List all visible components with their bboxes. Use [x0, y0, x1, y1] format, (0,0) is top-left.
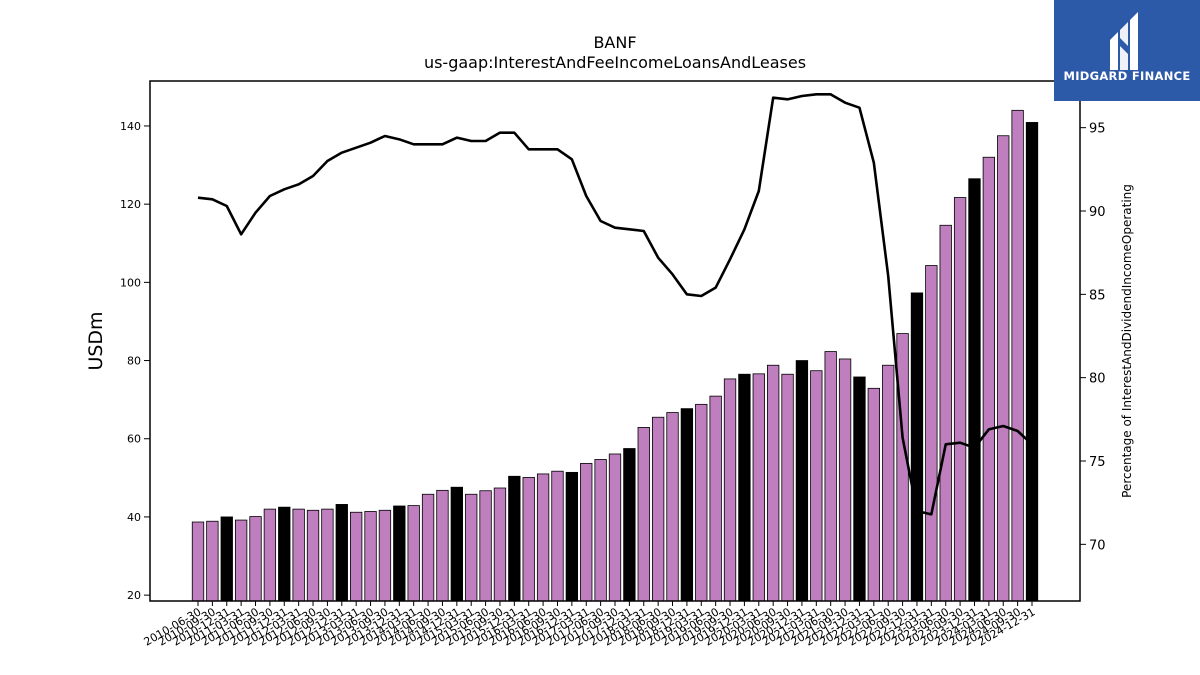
bar-2022-03-31 — [867, 387, 880, 602]
chart-title: BANF — [593, 33, 636, 52]
x-axis: 2010-06-302010-09-302010-12-312011-03-31… — [142, 601, 1038, 649]
bar-2016-09-30 — [551, 470, 564, 602]
bar-2023-06-30 — [939, 224, 952, 602]
bar-2012-12-31 — [335, 504, 348, 602]
bar-2012-09-30 — [321, 508, 334, 602]
bar-2015-03-31 — [465, 493, 478, 602]
right-tick-label: 80 — [1089, 372, 1106, 387]
bar-2019-12-31 — [738, 373, 751, 602]
left-tick-label: 100 — [120, 276, 141, 289]
bar-2022-06-30 — [882, 364, 895, 602]
bar-2012-03-31 — [292, 508, 305, 602]
bar-2017-06-30 — [594, 459, 607, 602]
bar-2020-03-31 — [752, 373, 765, 602]
bar-2013-06-30 — [364, 511, 377, 602]
bar-2023-09-30 — [953, 197, 967, 602]
bar-2012-06-30 — [306, 509, 320, 602]
y2-axis-label: Percentage of InterestAndDividendIncomeO… — [1120, 184, 1134, 498]
bar-2013-09-30 — [378, 509, 392, 602]
percentage-line — [197, 93, 1033, 516]
bar-2023-12-31 — [968, 178, 981, 602]
bar-2014-09-30 — [436, 489, 449, 602]
bar-2015-09-30 — [493, 487, 507, 602]
bar-2011-03-31 — [234, 519, 248, 602]
left-tick-label: 80 — [127, 355, 141, 368]
bar-2021-03-31 — [810, 370, 823, 602]
bar-2016-06-30 — [536, 473, 550, 602]
bar-2014-12-31 — [450, 486, 463, 602]
bar-2020-09-30 — [781, 373, 794, 602]
chart-subtitle: us-gaap:InterestAndFeeIncomeLoansAndLeas… — [424, 53, 806, 72]
bar-2019-09-30 — [723, 378, 737, 602]
right-tick-label: 70 — [1089, 538, 1106, 553]
bar-2021-09-30 — [838, 358, 852, 602]
bar-2024-12-31 — [1025, 122, 1039, 602]
logo-text: MIDGARD FINANCE — [1063, 69, 1191, 83]
bar-2011-12-31 — [278, 506, 291, 602]
right-tick-label: 95 — [1089, 122, 1106, 137]
left-tick-label: 140 — [120, 120, 141, 133]
left-tick-label: 120 — [120, 198, 141, 211]
bar-2023-03-31 — [925, 265, 938, 602]
bar-2020-06-30 — [767, 364, 780, 602]
bar-2014-03-31 — [407, 505, 420, 602]
bar-2017-03-31 — [580, 462, 593, 602]
bar-2024-03-31 — [982, 156, 996, 602]
right-tick-label: 90 — [1089, 205, 1106, 220]
bar-2010-06-30 — [191, 521, 205, 602]
bar-2022-09-30 — [896, 333, 909, 602]
bar-2014-06-30 — [421, 493, 435, 602]
bar-2010-12-31 — [220, 516, 233, 602]
midgard-logo-icon — [1110, 12, 1138, 70]
right-tick-label: 85 — [1089, 288, 1106, 303]
left-axis: 20 40 60 80 100 120 140 — [120, 120, 150, 602]
bar-2019-06-30 — [709, 395, 722, 602]
bar-series — [191, 109, 1039, 602]
bar-2013-03-31 — [350, 511, 363, 602]
bar-2019-03-31 — [695, 403, 708, 602]
bar-2018-06-30 — [651, 416, 665, 602]
bar-2018-09-30 — [666, 412, 679, 602]
bar-2010-09-30 — [206, 520, 219, 602]
right-axis: 70 75 80 85 90 95 — [1080, 122, 1106, 553]
bar-2017-09-30 — [608, 453, 622, 602]
bar-2011-09-30 — [263, 508, 277, 602]
bar-2021-06-30 — [824, 351, 837, 602]
logo: MIDGARD FINANCE — [1054, 0, 1200, 101]
left-tick-label: 60 — [127, 433, 141, 446]
bar-2016-12-31 — [565, 471, 579, 602]
bar-2018-12-31 — [680, 408, 694, 602]
bar-2022-12-31 — [910, 292, 924, 602]
bar-2024-06-30 — [997, 135, 1010, 602]
bar-2013-12-31 — [393, 505, 406, 602]
left-tick-label: 40 — [127, 511, 141, 524]
right-tick-label: 75 — [1089, 455, 1106, 470]
y-axis-label: USDm — [85, 311, 107, 370]
bar-2015-12-31 — [508, 475, 521, 602]
bar-2011-06-30 — [249, 516, 262, 602]
bar-2021-12-31 — [853, 376, 866, 602]
bar-2024-09-30 — [1011, 109, 1024, 602]
bar-2016-03-31 — [522, 477, 535, 602]
bar-2017-12-31 — [623, 448, 636, 602]
bar-2015-06-30 — [479, 490, 492, 602]
bar-2018-03-31 — [637, 427, 650, 602]
left-tick-label: 20 — [127, 589, 141, 602]
bar-2020-12-31 — [795, 360, 809, 602]
